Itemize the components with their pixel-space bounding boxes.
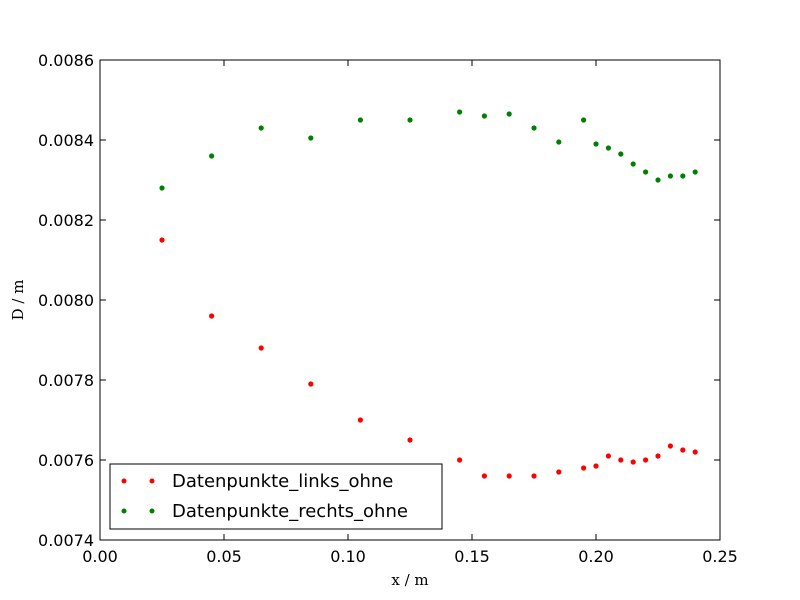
data-point <box>407 117 413 123</box>
y-tick-label: 0.0076 <box>38 451 94 470</box>
data-point <box>481 113 487 119</box>
data-point <box>506 473 512 479</box>
data-points <box>159 109 698 479</box>
data-point <box>556 469 562 475</box>
y-axis-label: D / m <box>9 280 27 321</box>
y-axis-ticks: 0.0074 0.0076 0.0078 0.0080 0.0082 0.0084 0.00… <box>38 51 720 550</box>
data-point <box>209 313 215 319</box>
y-tick-label: 0.0078 <box>38 371 94 390</box>
data-point <box>593 141 599 147</box>
legend-label-links: Datenpunkte_links_ohne <box>172 471 393 492</box>
y-tick-label: 0.0086 <box>38 51 94 70</box>
data-point <box>593 463 599 469</box>
data-point <box>308 381 314 387</box>
x-tick-label: 0.15 <box>454 547 490 566</box>
data-point <box>655 177 661 183</box>
data-point <box>159 237 165 243</box>
data-point <box>605 145 612 151</box>
data-point <box>506 111 512 117</box>
x-axis-label: x / m <box>391 571 428 589</box>
data-point <box>457 457 463 463</box>
data-point <box>457 109 463 115</box>
data-point <box>159 185 165 191</box>
data-point <box>667 443 674 449</box>
data-point <box>481 473 487 479</box>
x-axis-ticks: 0.00 0.05 0.10 0.15 0.20 0.25 <box>82 60 738 566</box>
data-point <box>556 139 562 145</box>
x-tick-label: 0.20 <box>578 547 614 566</box>
legend-box <box>109 463 443 530</box>
legend-marker-rechts-2 <box>149 508 155 514</box>
legend-label-rechts: Datenpunkte_rechts_ohne <box>172 501 408 522</box>
data-point <box>258 125 264 131</box>
data-point <box>357 417 363 423</box>
data-point <box>643 169 649 175</box>
data-point <box>618 151 624 157</box>
y-tick-label: 0.0074 <box>38 531 94 550</box>
data-point <box>692 169 698 175</box>
x-tick-label: 0.05 <box>206 547 242 566</box>
legend-marker-rechts-1 <box>121 508 127 514</box>
x-tick-label: 0.25 <box>702 547 738 566</box>
data-point <box>655 453 661 459</box>
data-point <box>407 437 413 443</box>
data-point <box>357 117 363 123</box>
x-tick-label: 0.10 <box>330 547 366 566</box>
series-links <box>159 237 698 479</box>
data-point <box>692 449 698 455</box>
data-point <box>531 125 537 131</box>
data-point <box>630 161 636 167</box>
data-point <box>680 447 686 453</box>
legend-marker-links-2 <box>149 478 155 484</box>
data-point <box>531 473 537 479</box>
plot-area-frame <box>99 59 721 541</box>
series-rechts <box>159 109 698 191</box>
legend-marker-links-1 <box>121 478 127 484</box>
data-point <box>643 457 649 463</box>
y-tick-label: 0.0080 <box>38 291 94 310</box>
data-point <box>258 345 264 351</box>
data-point <box>209 153 215 159</box>
data-point <box>308 135 314 141</box>
data-point <box>680 173 686 179</box>
data-point <box>581 465 587 471</box>
y-tick-label: 0.0084 <box>38 131 94 150</box>
data-point <box>605 453 612 459</box>
x-tick-label: 0.00 <box>82 547 118 566</box>
data-point <box>667 173 674 179</box>
data-point <box>581 117 587 123</box>
legend: Datenpunkte_links_ohne Datenpunkte_recht… <box>109 463 443 530</box>
data-point <box>618 457 624 463</box>
data-point <box>630 459 636 465</box>
y-tick-label: 0.0082 <box>38 211 94 230</box>
